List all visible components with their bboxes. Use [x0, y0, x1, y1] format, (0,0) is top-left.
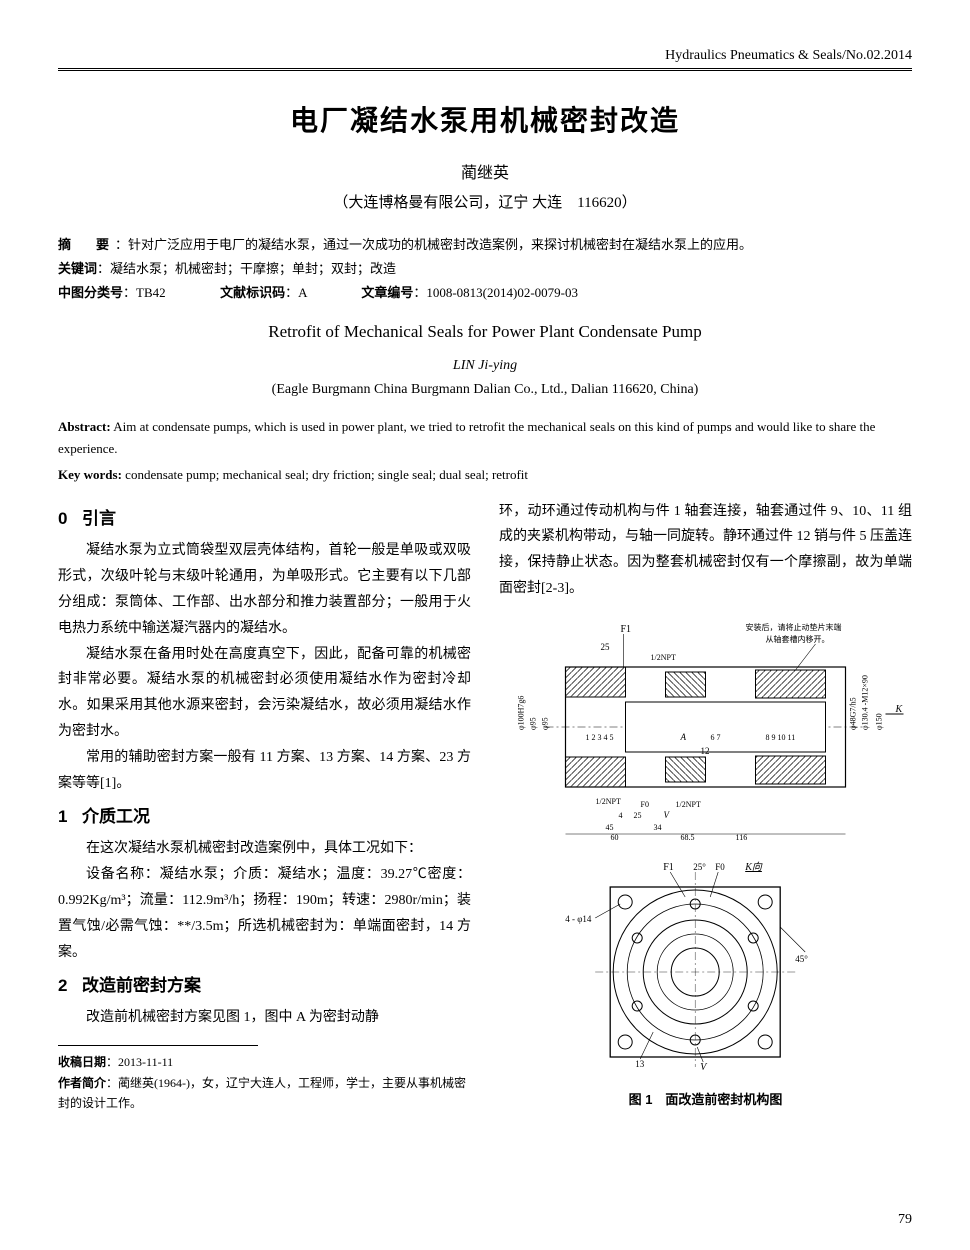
- left-column: 0引言 凝结水泵为立式筒袋型双层壳体结构，首轮一般是单吸或双吸形式，次级叶轮与末…: [58, 499, 471, 1122]
- dim-45: 45: [606, 823, 614, 832]
- received-text: ：2013-11-11: [106, 1055, 173, 1069]
- section-2-heading: 2改造前密封方案: [58, 970, 471, 1001]
- dim-4: 4: [619, 811, 623, 820]
- paragraph: 凝结水泵为立式筒袋型双层壳体结构，首轮一般是单吸或双吸形式，次级叶轮与末级叶轮通…: [58, 538, 471, 642]
- keywords-en-text: condensate pump; mechanical seal; dry fr…: [122, 467, 528, 482]
- keywords-chinese: 关键词：凝结水泵；机械密封；干摩擦；单封；双封；改造: [58, 258, 912, 280]
- abstract-chinese: 摘 要：针对广泛应用于电厂的凝结水泵，通过一次成功的机械密封改造案例，来探讨机械…: [58, 234, 912, 256]
- label-k: K: [895, 704, 904, 715]
- dim-left: φ100H7g6: [517, 696, 526, 730]
- label-npt: 1/2NPT: [651, 653, 676, 662]
- figure-1-caption: 图 1 面改造前密封机构图: [499, 1088, 912, 1112]
- two-column-body: 0引言 凝结水泵为立式筒袋型双层壳体结构，首轮一般是单吸或双吸形式，次级叶轮与末…: [58, 499, 912, 1122]
- abstract-cn-text: ：针对广泛应用于电厂的凝结水泵，通过一次成功的机械密封改造案例，来探讨机械密封在…: [115, 237, 752, 252]
- keywords-english: Key words: condensate pump; mechanical s…: [58, 464, 912, 486]
- article-no-label: 文章编号: [361, 285, 413, 300]
- classification-row: 中图分类号：TB42 文献标识码：A 文章编号：1008-0813(2014)0…: [58, 282, 912, 304]
- paragraph: 设备名称：凝结水泵；介质：凝结水；温度：39.27℃密度：0.992Kg/m³；…: [58, 862, 471, 966]
- footer-divider: [58, 1045, 258, 1046]
- label-a: A: [680, 732, 687, 742]
- paragraph: 常用的辅助密封方案一般有 11 方案、13 方案、14 方案、23 方案等等[1…: [58, 745, 471, 797]
- dim-34: 34: [654, 823, 662, 832]
- dim-left-3: φ95: [541, 718, 550, 731]
- abstract-en-label: Abstract:: [58, 419, 111, 434]
- article-no-text: ：1008-0813(2014)02-0079-03: [413, 285, 578, 300]
- label-f0-bot: F0: [641, 800, 649, 809]
- paragraph: 改造前机械密封方案见图 1，图中 A 为密封动静: [58, 1005, 471, 1031]
- seal-cross-section-diagram: F1 25 1/2NPT 安装后，请将止动垫片末端 从轴套槽内移开。 φ100H…: [499, 612, 912, 842]
- label-25: 25: [601, 642, 611, 652]
- paragraph: 在这次凝结水泵机械密封改造案例中，具体工况如下：: [58, 836, 471, 862]
- install-note-2: 从轴套槽内移开。: [766, 634, 830, 644]
- fv-bolt: 4 - φ14: [565, 914, 592, 924]
- npt-bl: 1/2NPT: [596, 797, 621, 806]
- section-0-num: 0: [58, 503, 82, 534]
- fv-13: 13: [635, 1059, 645, 1069]
- author-chinese: 蔺继英: [58, 159, 912, 183]
- right-column: 环，动环通过传动机构与件 1 轴套连接，轴套通过件 9、10、11 组成的夹紧机…: [499, 499, 912, 1122]
- dim-right: φ48G7/h5: [849, 698, 858, 731]
- page-number: 79: [898, 1212, 912, 1228]
- section-1-heading: 1介质工况: [58, 801, 471, 832]
- section-0-title: 引言: [82, 509, 116, 528]
- author-bio: 作者简介：蔺继英(1964-)，女，辽宁大连人，工程师，学士，主要从事机械密封的…: [58, 1073, 471, 1114]
- doc-code-text: ：A: [285, 285, 307, 300]
- section-1-title: 介质工况: [82, 807, 150, 826]
- dim-right-3: φ150: [875, 714, 884, 731]
- parts-6-7: 6 7: [711, 733, 721, 742]
- abstract-en-text: Aim at condensate pumps, which is used i…: [58, 419, 875, 456]
- fv-kview: K向: [744, 861, 763, 873]
- part-12: 12: [701, 746, 710, 756]
- fv-25deg: 25°: [693, 862, 706, 872]
- author-bio-label: 作者简介: [58, 1076, 106, 1090]
- fv-f1: F1: [663, 862, 674, 873]
- parts-1-5: 1 2 3 4 5: [586, 733, 614, 742]
- paragraph: 环，动环通过传动机构与件 1 轴套连接，轴套通过件 9、10、11 组成的夹紧机…: [499, 499, 912, 603]
- install-note: 安装后，请将止动垫片末端: [746, 622, 842, 632]
- doc-code-label: 文献标识码: [220, 285, 285, 300]
- keywords-cn-label: 关键词: [58, 261, 97, 276]
- keywords-en-label: Key words:: [58, 467, 122, 482]
- keywords-cn-text: ：凝结水泵；机械密封；干摩擦；单封；双封；改造: [97, 261, 396, 276]
- fv-f0: F0: [715, 862, 725, 872]
- section-0-heading: 0引言: [58, 503, 471, 534]
- abstract-english: Abstract: Aim at condensate pumps, which…: [58, 416, 912, 460]
- dim-25b: 25: [634, 811, 642, 820]
- label-f1: F1: [621, 624, 632, 635]
- section-1-num: 1: [58, 801, 82, 832]
- abstract-cn-label: 摘 要: [58, 237, 115, 252]
- dim-68: 68.5: [681, 833, 695, 842]
- title-english: Retrofit of Mechanical Seals for Power P…: [58, 322, 912, 342]
- affiliation-chinese: （大连博格曼有限公司，辽宁 大连 116620）: [58, 191, 912, 212]
- author-english: LIN Ji-ying: [58, 358, 912, 374]
- received-label: 收稿日期: [58, 1055, 106, 1069]
- class-num-text: ：TB42: [123, 285, 166, 300]
- section-2-title: 改造前密封方案: [82, 976, 201, 995]
- seal-front-view-diagram: F1 25° F0 K向 4 - φ14 45° 13 V: [540, 852, 870, 1072]
- received-date: 收稿日期：2013-11-11: [58, 1052, 471, 1072]
- paragraph: 凝结水泵在备用时处在高度真空下，因此，配备可靠的机械密封非常必要。凝结水泵的机械…: [58, 642, 471, 746]
- title-chinese: 电厂凝结水泵用机械密封改造: [58, 99, 912, 139]
- dim-left-2: φ95: [529, 718, 538, 731]
- class-num-label: 中图分类号: [58, 285, 123, 300]
- figure-1: F1 25 1/2NPT 安装后，请将止动垫片末端 从轴套槽内移开。 φ100H…: [499, 612, 912, 1112]
- journal-header: Hydraulics Pneumatics & Seals/No.02.2014: [58, 48, 912, 71]
- affiliation-english: (Eagle Burgmann China Burgmann Dalian Co…: [58, 382, 912, 398]
- npt-br: 1/2NPT: [676, 800, 701, 809]
- author-bio-text: ：蔺继英(1964-)，女，辽宁大连人，工程师，学士，主要从事机械密封的设计工作…: [58, 1076, 466, 1110]
- dim-right-2: φ130.4 -M12×90: [861, 675, 870, 730]
- fv-45deg: 45°: [795, 954, 808, 964]
- parts-8-11: 8 9 10 11: [766, 733, 796, 742]
- dim-116: 116: [736, 833, 748, 842]
- section-2-num: 2: [58, 970, 82, 1001]
- dim-60: 60: [611, 833, 619, 842]
